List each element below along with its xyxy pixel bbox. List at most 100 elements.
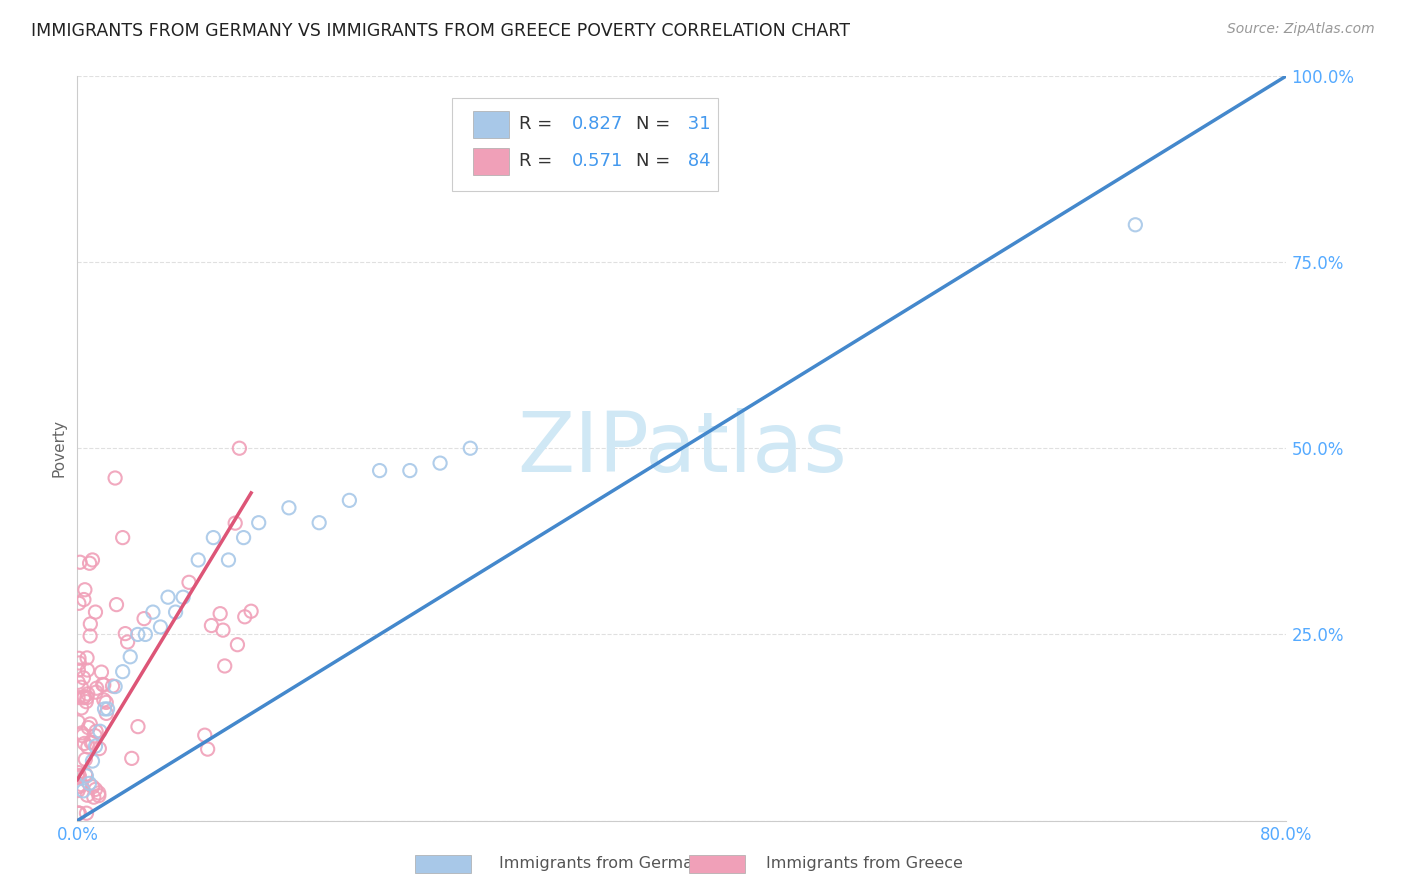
- Text: 0.827: 0.827: [572, 115, 623, 133]
- Point: [67, 806, 90, 821]
- Point: [177, 575, 200, 590]
- Point: [67, 690, 90, 705]
- Point: [77, 721, 100, 735]
- Point: [73, 582, 96, 597]
- Point: [104, 471, 127, 485]
- Text: R =: R =: [519, 153, 558, 170]
- Point: [142, 605, 165, 619]
- Text: IMMIGRANTS FROM GERMANY VS IMMIGRANTS FROM GREECE POVERTY CORRELATION CHART: IMMIGRANTS FROM GERMANY VS IMMIGRANTS FR…: [31, 22, 851, 40]
- Point: [212, 623, 235, 637]
- Text: 31: 31: [682, 115, 710, 133]
- Point: [75, 767, 97, 781]
- Point: [247, 516, 270, 530]
- Point: [82, 735, 104, 749]
- Point: [84, 724, 107, 739]
- Point: [79, 629, 101, 643]
- Point: [76, 739, 98, 754]
- Point: [76, 651, 98, 665]
- Point: [111, 531, 134, 545]
- Point: [67, 663, 90, 677]
- Point: [149, 620, 172, 634]
- Point: [87, 789, 110, 803]
- Point: [72, 729, 94, 743]
- Point: [226, 638, 249, 652]
- Point: [79, 717, 101, 731]
- Point: [70, 680, 93, 694]
- Point: [80, 735, 103, 749]
- Point: [308, 516, 330, 530]
- Point: [72, 690, 94, 705]
- Point: [157, 591, 180, 605]
- Point: [278, 500, 301, 515]
- Point: [72, 784, 94, 798]
- Text: 84: 84: [682, 153, 710, 170]
- Point: [67, 769, 90, 783]
- Point: [69, 780, 91, 794]
- Point: [90, 665, 112, 679]
- Point: [194, 728, 217, 742]
- Point: [399, 464, 422, 478]
- Point: [104, 680, 127, 694]
- Point: [368, 464, 391, 478]
- Point: [67, 675, 90, 690]
- Text: Immigrants from Germany: Immigrants from Germany: [499, 856, 713, 871]
- Point: [458, 442, 481, 455]
- Point: [70, 726, 93, 740]
- Point: [233, 609, 256, 624]
- Point: [76, 687, 98, 701]
- Y-axis label: Poverty: Poverty: [51, 419, 66, 477]
- Point: [75, 695, 97, 709]
- Point: [93, 678, 115, 692]
- Point: [132, 612, 155, 626]
- Point: [93, 702, 115, 716]
- Point: [1123, 218, 1146, 232]
- Text: ZIPatlas: ZIPatlas: [517, 408, 846, 489]
- Point: [89, 741, 111, 756]
- Point: [101, 679, 124, 693]
- Point: [75, 752, 97, 766]
- Point: [82, 553, 104, 567]
- Point: [87, 786, 110, 800]
- Point: [73, 736, 96, 750]
- Point: [218, 553, 240, 567]
- Point: [67, 768, 90, 782]
- Point: [79, 776, 101, 790]
- Point: [69, 555, 91, 569]
- Point: [76, 663, 98, 677]
- Point: [83, 790, 105, 805]
- Point: [67, 714, 90, 729]
- Point: [75, 769, 97, 783]
- Point: [79, 556, 101, 570]
- Text: 0.571: 0.571: [572, 153, 623, 170]
- Point: [96, 695, 118, 709]
- Point: [111, 665, 134, 679]
- Point: [67, 771, 90, 785]
- Point: [76, 788, 98, 802]
- Point: [96, 702, 118, 716]
- Point: [84, 605, 107, 619]
- Point: [67, 656, 90, 670]
- Point: [337, 493, 360, 508]
- Point: [84, 782, 107, 797]
- Point: [67, 596, 90, 610]
- Point: [105, 598, 128, 612]
- FancyBboxPatch shape: [472, 111, 509, 137]
- Point: [165, 605, 187, 619]
- Point: [86, 681, 108, 696]
- Point: [134, 627, 156, 641]
- Point: [127, 720, 149, 734]
- FancyBboxPatch shape: [472, 148, 509, 175]
- Point: [202, 531, 225, 545]
- Point: [240, 604, 263, 618]
- Point: [82, 780, 104, 794]
- Point: [67, 806, 90, 821]
- Text: R =: R =: [519, 115, 558, 133]
- Point: [232, 531, 254, 545]
- Point: [214, 659, 236, 673]
- Point: [79, 617, 101, 632]
- Point: [127, 627, 149, 641]
- FancyBboxPatch shape: [453, 98, 718, 191]
- Point: [121, 751, 143, 765]
- Point: [70, 701, 93, 715]
- Point: [187, 553, 209, 567]
